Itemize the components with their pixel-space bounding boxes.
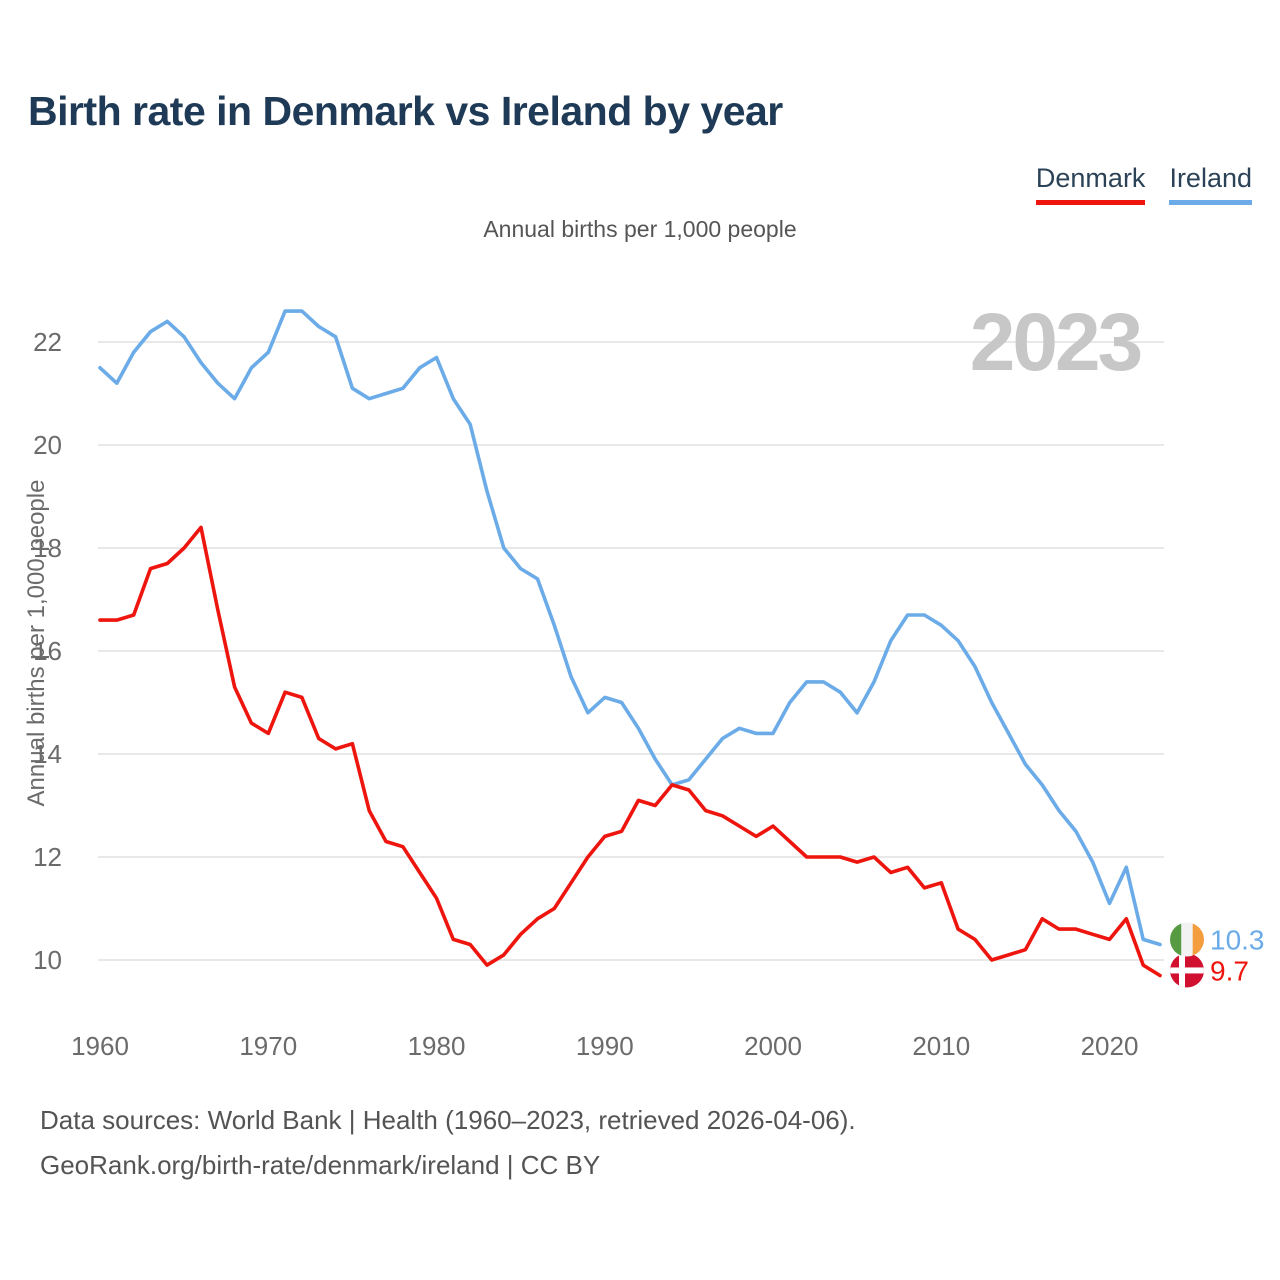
x-tick-label: 1990 bbox=[576, 1031, 634, 1061]
page-title: Birth rate in Denmark vs Ireland by year bbox=[28, 88, 783, 134]
legend-item-denmark[interactable]: Denmark bbox=[1035, 163, 1146, 205]
x-tick-label: 2020 bbox=[1081, 1031, 1139, 1061]
ireland-flag-icon bbox=[1170, 922, 1204, 957]
legend: Denmark Ireland bbox=[1035, 163, 1252, 205]
y-tick-label: 16 bbox=[33, 636, 62, 666]
y-tick-label: 20 bbox=[33, 430, 62, 460]
x-tick-label: 2010 bbox=[912, 1031, 970, 1061]
y-tick-label: 22 bbox=[33, 327, 62, 357]
y-tick-label: 18 bbox=[33, 533, 62, 563]
y-tick-label: 10 bbox=[33, 945, 62, 975]
x-tick-label: 2000 bbox=[744, 1031, 802, 1061]
watermark-year: 2023 bbox=[970, 297, 1141, 388]
ireland-end-value: 10.3 bbox=[1210, 925, 1265, 956]
denmark-end-value: 9.7 bbox=[1210, 955, 1249, 986]
footer: Data sources: World Bank | Health (1960–… bbox=[40, 1098, 856, 1188]
footer-sources: Data sources: World Bank | Health (1960–… bbox=[40, 1105, 856, 1135]
y-tick-label: 14 bbox=[33, 739, 62, 769]
denmark-line bbox=[98, 525, 1162, 978]
y-axis-title: Annual births per 1,000 people bbox=[23, 480, 50, 807]
x-tick-label: 1960 bbox=[71, 1031, 129, 1061]
x-tick-label: 1980 bbox=[408, 1031, 466, 1061]
legend-item-ireland[interactable]: Ireland bbox=[1169, 163, 1252, 205]
chart-subtitle: Annual births per 1,000 people bbox=[483, 216, 797, 242]
footer-attribution: GeoRank.org/birth-rate/denmark/ireland |… bbox=[40, 1150, 601, 1180]
y-tick-label: 12 bbox=[33, 842, 62, 872]
x-tick-label: 1970 bbox=[239, 1031, 297, 1061]
denmark-flag-icon bbox=[1170, 953, 1204, 988]
ireland-line bbox=[98, 309, 1162, 947]
